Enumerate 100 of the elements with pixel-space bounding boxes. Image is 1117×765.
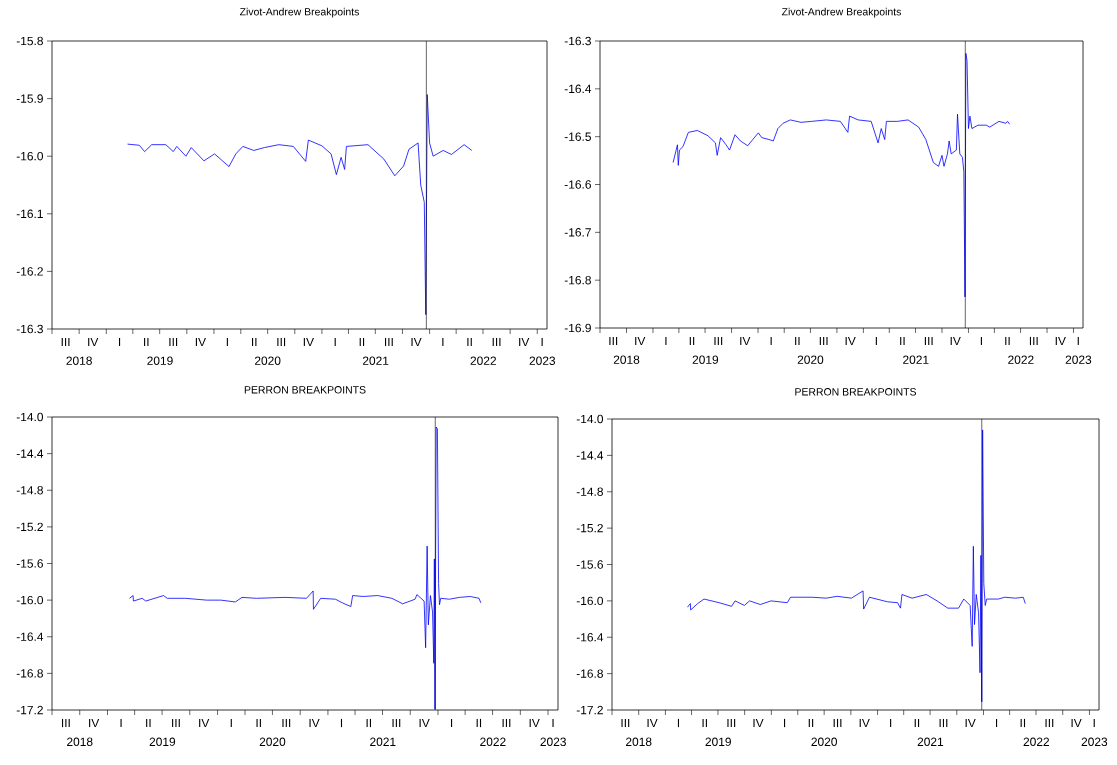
text: I [996,718,998,728]
text: III [714,336,723,346]
text: III [621,718,630,728]
text: IV [753,718,764,728]
y-tick-label: -14.8 [16,486,43,495]
text: I [784,718,786,728]
text: IV [89,718,100,728]
x-tick-label: 2021 [362,356,389,365]
text: I [119,337,121,347]
y-tick-label: -16.7 [564,228,591,237]
text: I [120,718,122,728]
text: II [795,336,800,346]
x-tick-label: 2019 [692,355,719,364]
x-tick-label: 2022 [1023,737,1050,746]
text: I [890,718,892,728]
text: III [819,336,828,346]
y-tick-label: -17.2 [576,705,603,715]
text: III [385,337,393,347]
text: III [169,337,178,347]
text: IV [303,337,314,347]
y-tick-label: -15.8 [16,36,43,46]
text: IV [195,337,206,347]
text: II [144,337,149,347]
line-series [672,53,1011,298]
text: I [677,718,680,728]
text: IV [419,718,430,728]
text: I [451,718,453,728]
y-tick-label: -16.3 [564,36,591,46]
y-tick-label: -15.9 [16,94,43,103]
y-tick-label: -16.0 [16,151,44,161]
text: II [702,718,707,728]
x-tick-label: 2023 [1081,737,1108,746]
x-tick-label: 2022 [1008,355,1034,364]
chart-title: PERRON BREAKPOINTS [244,386,366,394]
chart-title: PERRON BREAKPOINTS [795,388,917,396]
chart-title: Zivot-Andrew Breakpoints [239,7,359,18]
x-tick-label: 2018 [613,355,640,364]
text: II [1020,718,1026,728]
y-tick-label: -16.0 [16,595,44,605]
x-tick-label: 2018 [67,737,93,746]
x-tick-label: 2023 [1065,355,1092,364]
y-tick-label: -17.2 [16,705,43,715]
text: I [1093,718,1095,728]
text: IV [529,718,540,728]
y-tick-label: -16.9 [564,323,591,333]
y-tick-label: -14.4 [16,449,44,458]
y-tick-label: -16.8 [564,275,591,285]
y-tick-label: -16.0 [576,596,604,606]
text: IV [1071,718,1082,728]
x-tick-label: 2022 [480,737,506,746]
line-series [129,426,482,710]
text: III [502,718,511,728]
text: IV [647,718,658,728]
text: IV [845,336,856,346]
text: I [665,336,667,346]
text: IV [199,718,210,728]
x-tick-label: 2021 [903,355,929,364]
text: IV [740,336,751,346]
y-tick-label: -14.8 [576,487,603,496]
y-tick-label: -16.4 [564,84,592,94]
y-tick-label: -14.0 [576,414,604,424]
text: II [808,718,814,728]
text: II [900,336,905,346]
y-tick-label: -16.8 [16,669,43,678]
text: II [689,336,695,346]
text: IV [88,337,99,347]
x-tick-label: 2021 [370,737,396,746]
x-tick-label: 2020 [797,355,824,364]
text: I [226,337,228,347]
text: IV [411,337,422,347]
text: I [875,336,877,346]
text: III [727,718,736,728]
text: IV [1055,336,1066,346]
text: III [172,718,180,728]
text: IV [950,336,961,346]
line-series [127,94,473,316]
text: III [924,336,933,346]
x-tick-label: 2022 [470,356,496,365]
y-tick-label: -14.4 [576,451,604,460]
text: II [256,718,261,728]
x-tick-label: 2020 [259,737,286,746]
x-tick-label: 2018 [626,737,652,746]
text: II [914,718,920,728]
y-tick-label: -16.1 [16,209,43,219]
text: I [230,718,232,728]
text: III [939,718,948,728]
y-tick-label: -16.4 [16,632,44,641]
text: III [1029,336,1038,346]
text: IV [635,336,646,346]
x-tick-label: 2023 [540,737,566,746]
text: II [146,718,151,728]
chart-title: Zivot-Andrew Breakpoints [781,7,901,18]
y-tick-label: -16.3 [16,324,43,334]
text: I [340,718,343,728]
x-tick-label: 2020 [254,356,281,365]
text: I [980,336,982,346]
text: II [467,337,472,347]
y-tick-label: -16.4 [576,633,604,642]
y-tick-label: -15.2 [576,523,603,533]
y-tick-label: -16.8 [576,669,603,678]
